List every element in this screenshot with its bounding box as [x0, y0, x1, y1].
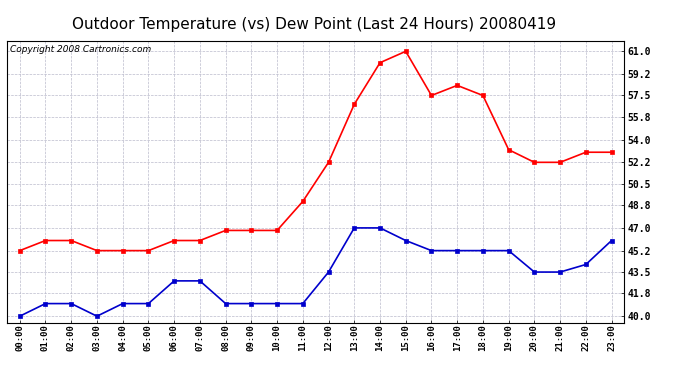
Text: Outdoor Temperature (vs) Dew Point (Last 24 Hours) 20080419: Outdoor Temperature (vs) Dew Point (Last…: [72, 17, 556, 32]
Text: Copyright 2008 Cartronics.com: Copyright 2008 Cartronics.com: [10, 45, 151, 54]
